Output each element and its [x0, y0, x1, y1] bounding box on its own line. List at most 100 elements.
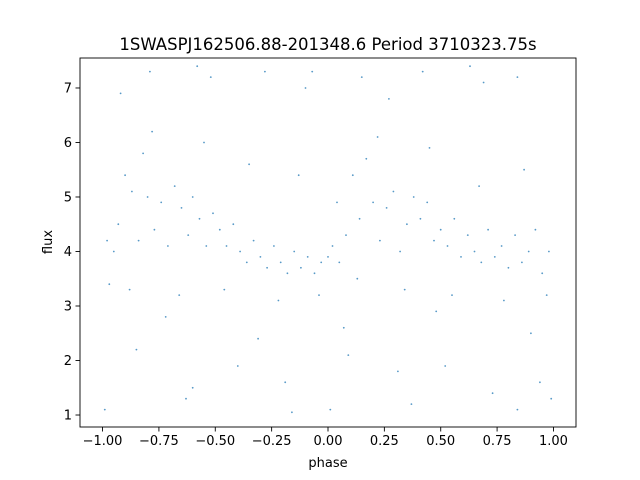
data-point — [185, 397, 187, 400]
data-point — [313, 272, 316, 275]
data-point — [351, 174, 354, 177]
x-tick-label: −0.50 — [195, 434, 235, 449]
data-point — [180, 207, 183, 209]
data-point — [548, 250, 550, 253]
data-point — [212, 212, 214, 215]
data-point — [232, 223, 235, 226]
data-point — [146, 196, 149, 198]
y-axis-label: flux — [41, 230, 56, 254]
data-point — [223, 288, 226, 291]
data-point — [135, 348, 138, 351]
data-point — [191, 196, 194, 198]
data-point — [399, 250, 401, 253]
data-point — [419, 217, 422, 220]
data-point — [284, 381, 287, 384]
data-point — [480, 261, 483, 264]
data-point — [173, 185, 176, 188]
x-tick-label: 0.00 — [314, 434, 343, 449]
chart-title: 1SWASPJ162506.88-201348.6 Period 3710323… — [119, 35, 536, 54]
data-point — [541, 272, 544, 275]
data-point — [329, 408, 332, 411]
x-tick-label: 0.50 — [426, 434, 455, 449]
data-point — [209, 76, 212, 78]
y-axis-ticks: 1 2 3 4 5 6 7 — [64, 81, 80, 424]
data-point — [331, 245, 334, 247]
data-point — [392, 190, 395, 193]
data-point — [527, 250, 530, 253]
data-point — [376, 136, 379, 138]
data-point — [539, 381, 541, 384]
data-point — [466, 234, 469, 237]
data-point — [516, 408, 519, 411]
x-tick-label: 0.25 — [370, 434, 399, 449]
data-point — [347, 354, 350, 356]
data-point — [327, 256, 329, 258]
data-point — [338, 261, 341, 264]
data-point — [439, 228, 442, 231]
data-point — [507, 266, 510, 269]
data-point — [451, 294, 453, 296]
data-point — [252, 239, 255, 242]
data-point — [403, 288, 406, 291]
data-point — [187, 234, 190, 237]
data-point — [103, 408, 106, 411]
data-point — [550, 397, 553, 400]
data-point — [257, 337, 259, 340]
data-point — [137, 239, 140, 242]
data-point — [545, 294, 548, 296]
data-point — [372, 201, 374, 204]
data-point — [410, 403, 413, 405]
data-point — [119, 92, 122, 95]
data-point — [245, 261, 248, 264]
data-point — [446, 245, 449, 247]
data-point — [478, 185, 480, 188]
data-point — [444, 365, 447, 367]
data-point — [534, 228, 537, 231]
data-point — [426, 201, 429, 204]
data-point — [482, 81, 485, 84]
y-tick-label: 6 — [64, 136, 72, 151]
data-point — [311, 70, 314, 73]
plot-frame — [79, 57, 577, 428]
data-point — [117, 223, 120, 226]
data-point — [300, 266, 302, 269]
data-point — [151, 130, 154, 133]
x-axis-ticks: −1.00 −0.75 −0.50 −0.25 0.00 0.25 0.50 0.75 1.00 — [83, 427, 568, 449]
data-point — [203, 141, 205, 144]
x-tick-label: −0.75 — [139, 434, 179, 449]
data-point — [360, 76, 363, 78]
data-point — [516, 76, 519, 78]
y-tick-label: 2 — [64, 354, 72, 369]
y-tick-label: 5 — [64, 190, 72, 205]
data-point — [453, 217, 456, 220]
data-point — [406, 223, 408, 226]
data-point — [304, 87, 307, 89]
data-point — [514, 234, 516, 237]
data-point — [530, 332, 532, 335]
data-point — [291, 411, 293, 414]
data-point — [487, 228, 489, 231]
data-point — [433, 239, 435, 242]
data-point — [521, 261, 523, 264]
data-point — [297, 174, 300, 177]
data-point — [320, 261, 323, 264]
data-point — [397, 370, 399, 373]
x-tick-label: −1.00 — [83, 434, 123, 449]
data-point — [412, 196, 415, 198]
data-point — [435, 310, 438, 313]
data-point — [112, 250, 115, 253]
data-point — [428, 147, 431, 149]
data-point — [365, 157, 368, 160]
y-tick-label: 1 — [64, 409, 72, 424]
data-point — [345, 234, 347, 237]
data-point — [160, 201, 163, 204]
data-point — [191, 386, 194, 389]
data-point — [460, 256, 462, 258]
data-point — [286, 272, 289, 275]
data-point — [469, 65, 471, 68]
data-point — [358, 217, 361, 220]
data-point — [108, 283, 111, 286]
data-point — [225, 245, 228, 247]
x-tick-label: 0.75 — [483, 434, 512, 449]
data-point — [379, 239, 381, 242]
